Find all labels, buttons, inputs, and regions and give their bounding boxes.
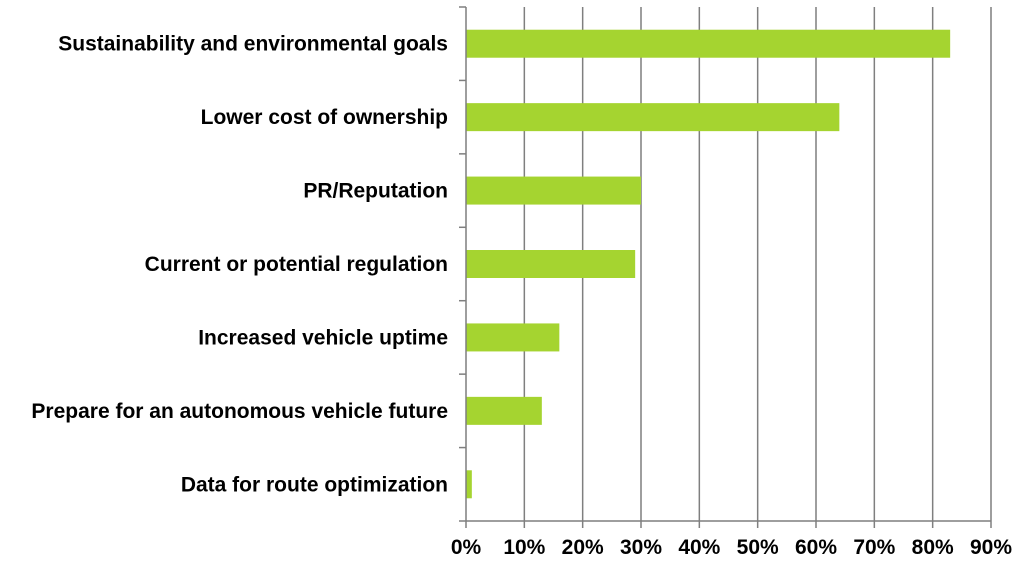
bar [466, 396, 542, 425]
x-tick-label: 90% [970, 536, 1012, 559]
x-tick-label: 70% [853, 536, 895, 559]
bar [466, 176, 641, 205]
category-label: Current or potential regulation [145, 253, 448, 276]
x-tick-label: 60% [795, 536, 837, 559]
x-tick-label: 80% [912, 536, 954, 559]
x-tick-label: 50% [737, 536, 779, 559]
x-tick-label: 40% [678, 536, 720, 559]
category-label: Sustainability and environmental goals [58, 33, 448, 56]
category-label: PR/Reputation [303, 180, 448, 203]
bar [466, 323, 560, 352]
x-tick-label: 20% [562, 536, 604, 559]
x-tick-label: 10% [503, 536, 545, 559]
category-label: Increased vehicle uptime [198, 326, 448, 349]
category-label: Lower cost of ownership [201, 106, 448, 129]
category-labels: Sustainability and environmental goals Lo… [31, 33, 448, 497]
gridlines [523, 7, 992, 521]
x-tick-label: 0% [451, 536, 482, 559]
x-tick-labels: 0% 10% 20% 30% 40% 50% 60% 70% 80% 90% [451, 536, 1013, 559]
bar [466, 103, 840, 132]
bar [466, 250, 636, 278]
bar [466, 29, 951, 58]
x-tick-label: 30% [620, 536, 662, 559]
bars [466, 29, 951, 499]
category-label: Data for route optimization [181, 473, 448, 496]
bar [466, 470, 472, 499]
category-label: Prepare for an autonomous vehicle future [31, 400, 448, 423]
axes [459, 6, 992, 528]
